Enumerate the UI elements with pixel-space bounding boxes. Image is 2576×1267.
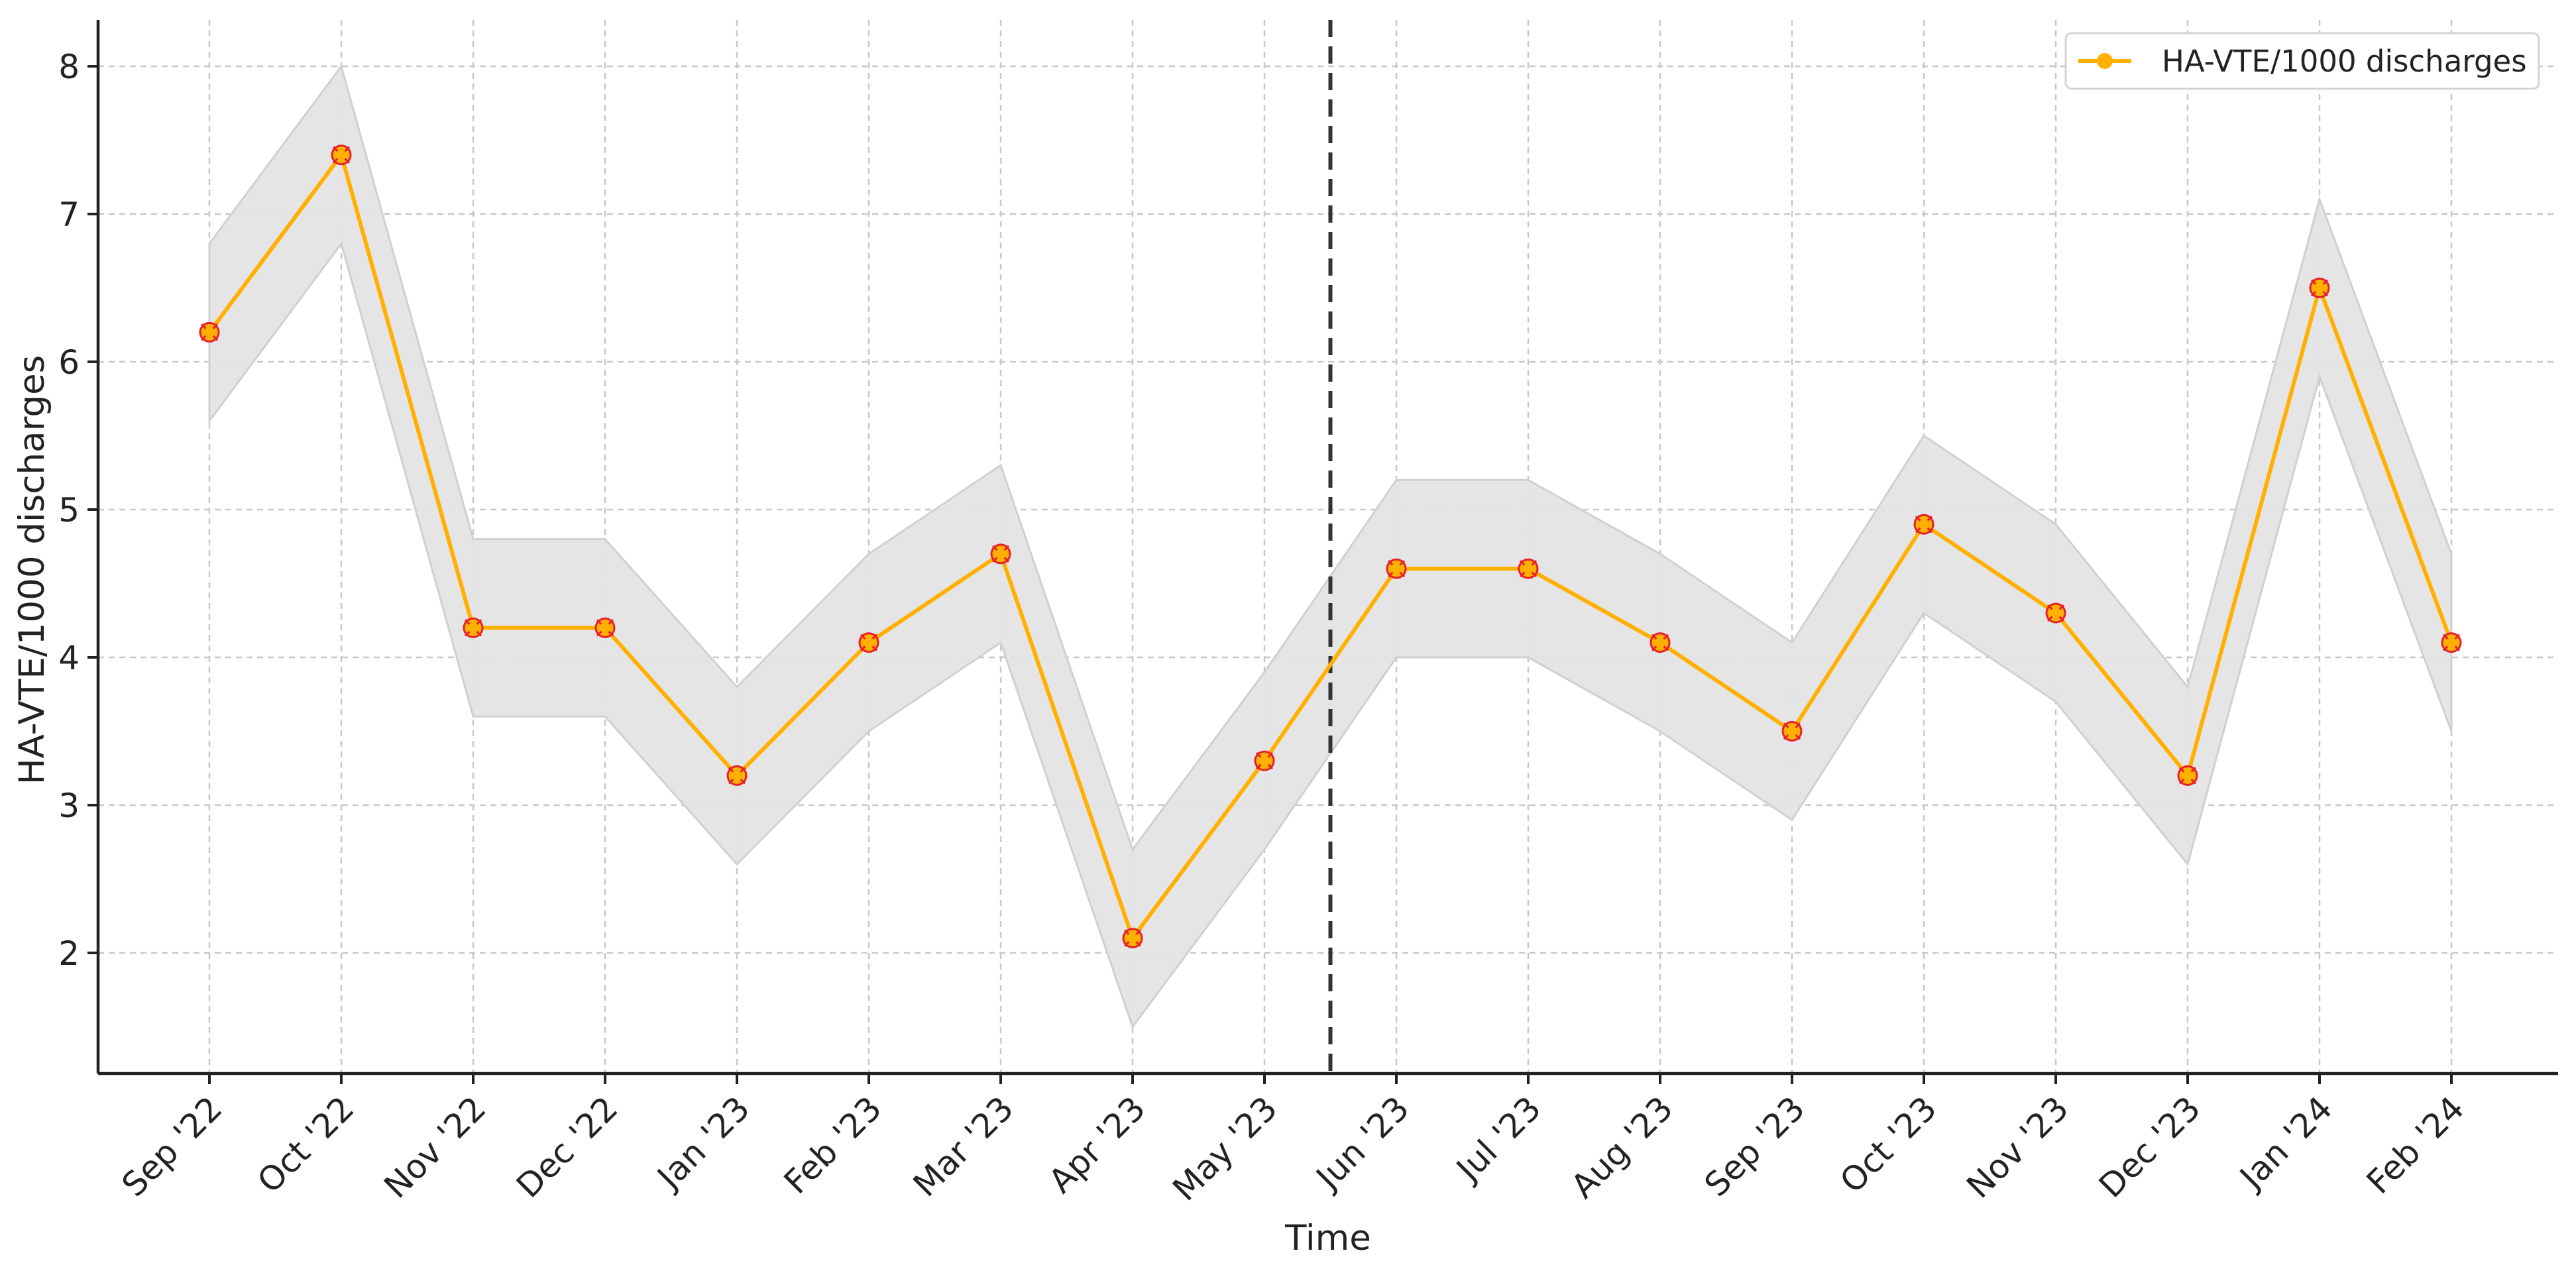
- confidence-band: [208, 64, 2453, 1029]
- data-point-17: [2441, 632, 2462, 653]
- data-point-0: [199, 321, 220, 343]
- y-tick-label-5: 7: [58, 195, 80, 234]
- legend-label: HA-VTE/1000 discharges: [2162, 44, 2527, 79]
- data-point-core: [732, 770, 742, 781]
- data-point-core: [1919, 519, 1929, 530]
- data-point-10: [1518, 558, 1539, 579]
- data-point-core: [1523, 563, 1534, 575]
- y-tick-label-1: 3: [58, 787, 80, 825]
- data-point-core: [468, 622, 478, 634]
- data-point-core: [1259, 755, 1270, 767]
- data-point-13: [1913, 514, 1934, 535]
- series-line: [207, 152, 2453, 940]
- data-point-core: [1127, 932, 1138, 944]
- axes: [96, 20, 2558, 1075]
- y-axis-title: HA-VTE/1000 discharges: [12, 355, 52, 785]
- y-axis-ticks: 2 3 4 5 6 7 8: [58, 48, 98, 973]
- data-point-core: [204, 327, 215, 338]
- data-point-14: [2045, 602, 2066, 624]
- data-point-1: [331, 144, 352, 166]
- data-point-core: [1655, 637, 1665, 648]
- data-point-core: [2446, 637, 2457, 648]
- legend-marker-swatch: [2097, 53, 2113, 69]
- data-point-15: [2177, 765, 2198, 786]
- data-point-6: [990, 543, 1011, 565]
- data-point-3: [594, 617, 616, 638]
- legend: HA-VTE/1000 discharges: [2064, 32, 2540, 90]
- data-point-5: [858, 632, 879, 653]
- data-point-11: [1650, 632, 1671, 653]
- confidence-band-layer: [208, 64, 2453, 1029]
- y-tick-label-6: 8: [58, 48, 80, 86]
- data-point-core: [995, 548, 1006, 559]
- y-tick-label-0: 2: [58, 934, 80, 973]
- data-point-core: [2050, 608, 2061, 619]
- data-point-core: [336, 149, 347, 160]
- data-point-core: [864, 637, 874, 648]
- data-point-core: [600, 622, 610, 634]
- data-point-core: [1787, 726, 1797, 737]
- y-tick-label-2: 4: [58, 639, 80, 677]
- data-point-7: [1122, 928, 1143, 949]
- data-point-core: [2182, 770, 2193, 781]
- y-tick-label-4: 6: [58, 343, 80, 382]
- legend-frame: [2064, 32, 2540, 90]
- data-point-core: [1391, 563, 1402, 575]
- data-point-12: [1781, 721, 1803, 742]
- y-tick-label-3: 5: [58, 491, 80, 529]
- data-point-8: [1254, 750, 1275, 771]
- x-axis-title: Time: [1284, 1218, 1371, 1258]
- data-point-2: [463, 617, 484, 638]
- data-point-16: [2309, 278, 2330, 298]
- data-point-4: [726, 765, 748, 786]
- data-point-core: [2314, 282, 2325, 294]
- series-layer: [199, 144, 2462, 949]
- data-point-9: [1386, 558, 1407, 579]
